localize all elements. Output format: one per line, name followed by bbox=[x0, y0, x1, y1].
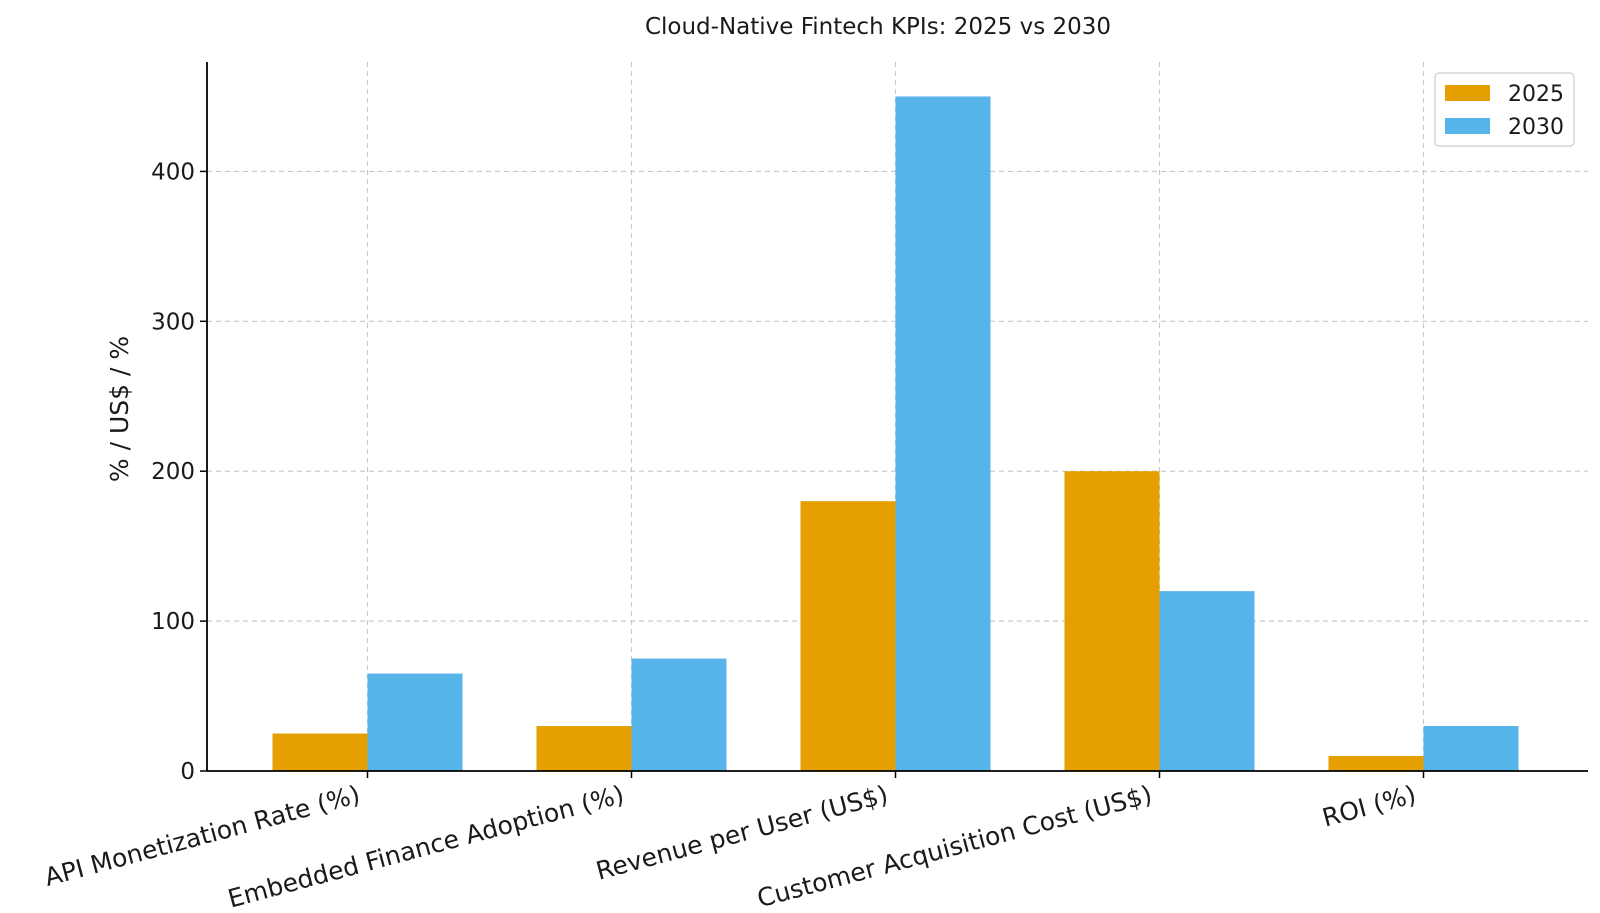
bar-2030-2 bbox=[631, 658, 727, 771]
bar-2025-5 bbox=[1328, 756, 1424, 771]
bar-2030-1 bbox=[367, 673, 463, 771]
legend: 2025 2030 bbox=[1434, 72, 1575, 147]
x-category-labels: API Monetization Rate (%)Embedded Financ… bbox=[41, 780, 1419, 913]
y-tick-label: 400 bbox=[151, 159, 195, 185]
bar-2025-1 bbox=[272, 733, 368, 771]
legend-label-2025: 2025 bbox=[1508, 82, 1564, 107]
y-tick-label: 200 bbox=[151, 459, 195, 485]
bars bbox=[272, 96, 1519, 771]
axes bbox=[200, 62, 1588, 778]
bar-2030-5 bbox=[1423, 726, 1519, 771]
legend-label-2030: 2030 bbox=[1508, 115, 1564, 140]
y-axis-label: % / US$ / % bbox=[105, 336, 134, 482]
bar-2030-3 bbox=[895, 96, 991, 771]
legend-swatch-2025 bbox=[1445, 85, 1490, 101]
x-category-label: ROI (%) bbox=[1319, 780, 1419, 833]
chart-title: Cloud-Native Fintech KPIs: 2025 vs 2030 bbox=[645, 14, 1111, 40]
y-tick-label: 300 bbox=[151, 309, 195, 335]
bar-2025-4 bbox=[1064, 471, 1160, 771]
y-tick-label: 100 bbox=[151, 609, 195, 635]
bar-2030-4 bbox=[1159, 591, 1255, 771]
bar-2025-3 bbox=[800, 501, 896, 771]
y-tick-labels: 0 100 200 300 400 bbox=[151, 159, 195, 785]
y-tick-label: 0 bbox=[180, 759, 195, 785]
legend-swatch-2030 bbox=[1445, 118, 1490, 134]
bar-2025-2 bbox=[536, 726, 632, 771]
